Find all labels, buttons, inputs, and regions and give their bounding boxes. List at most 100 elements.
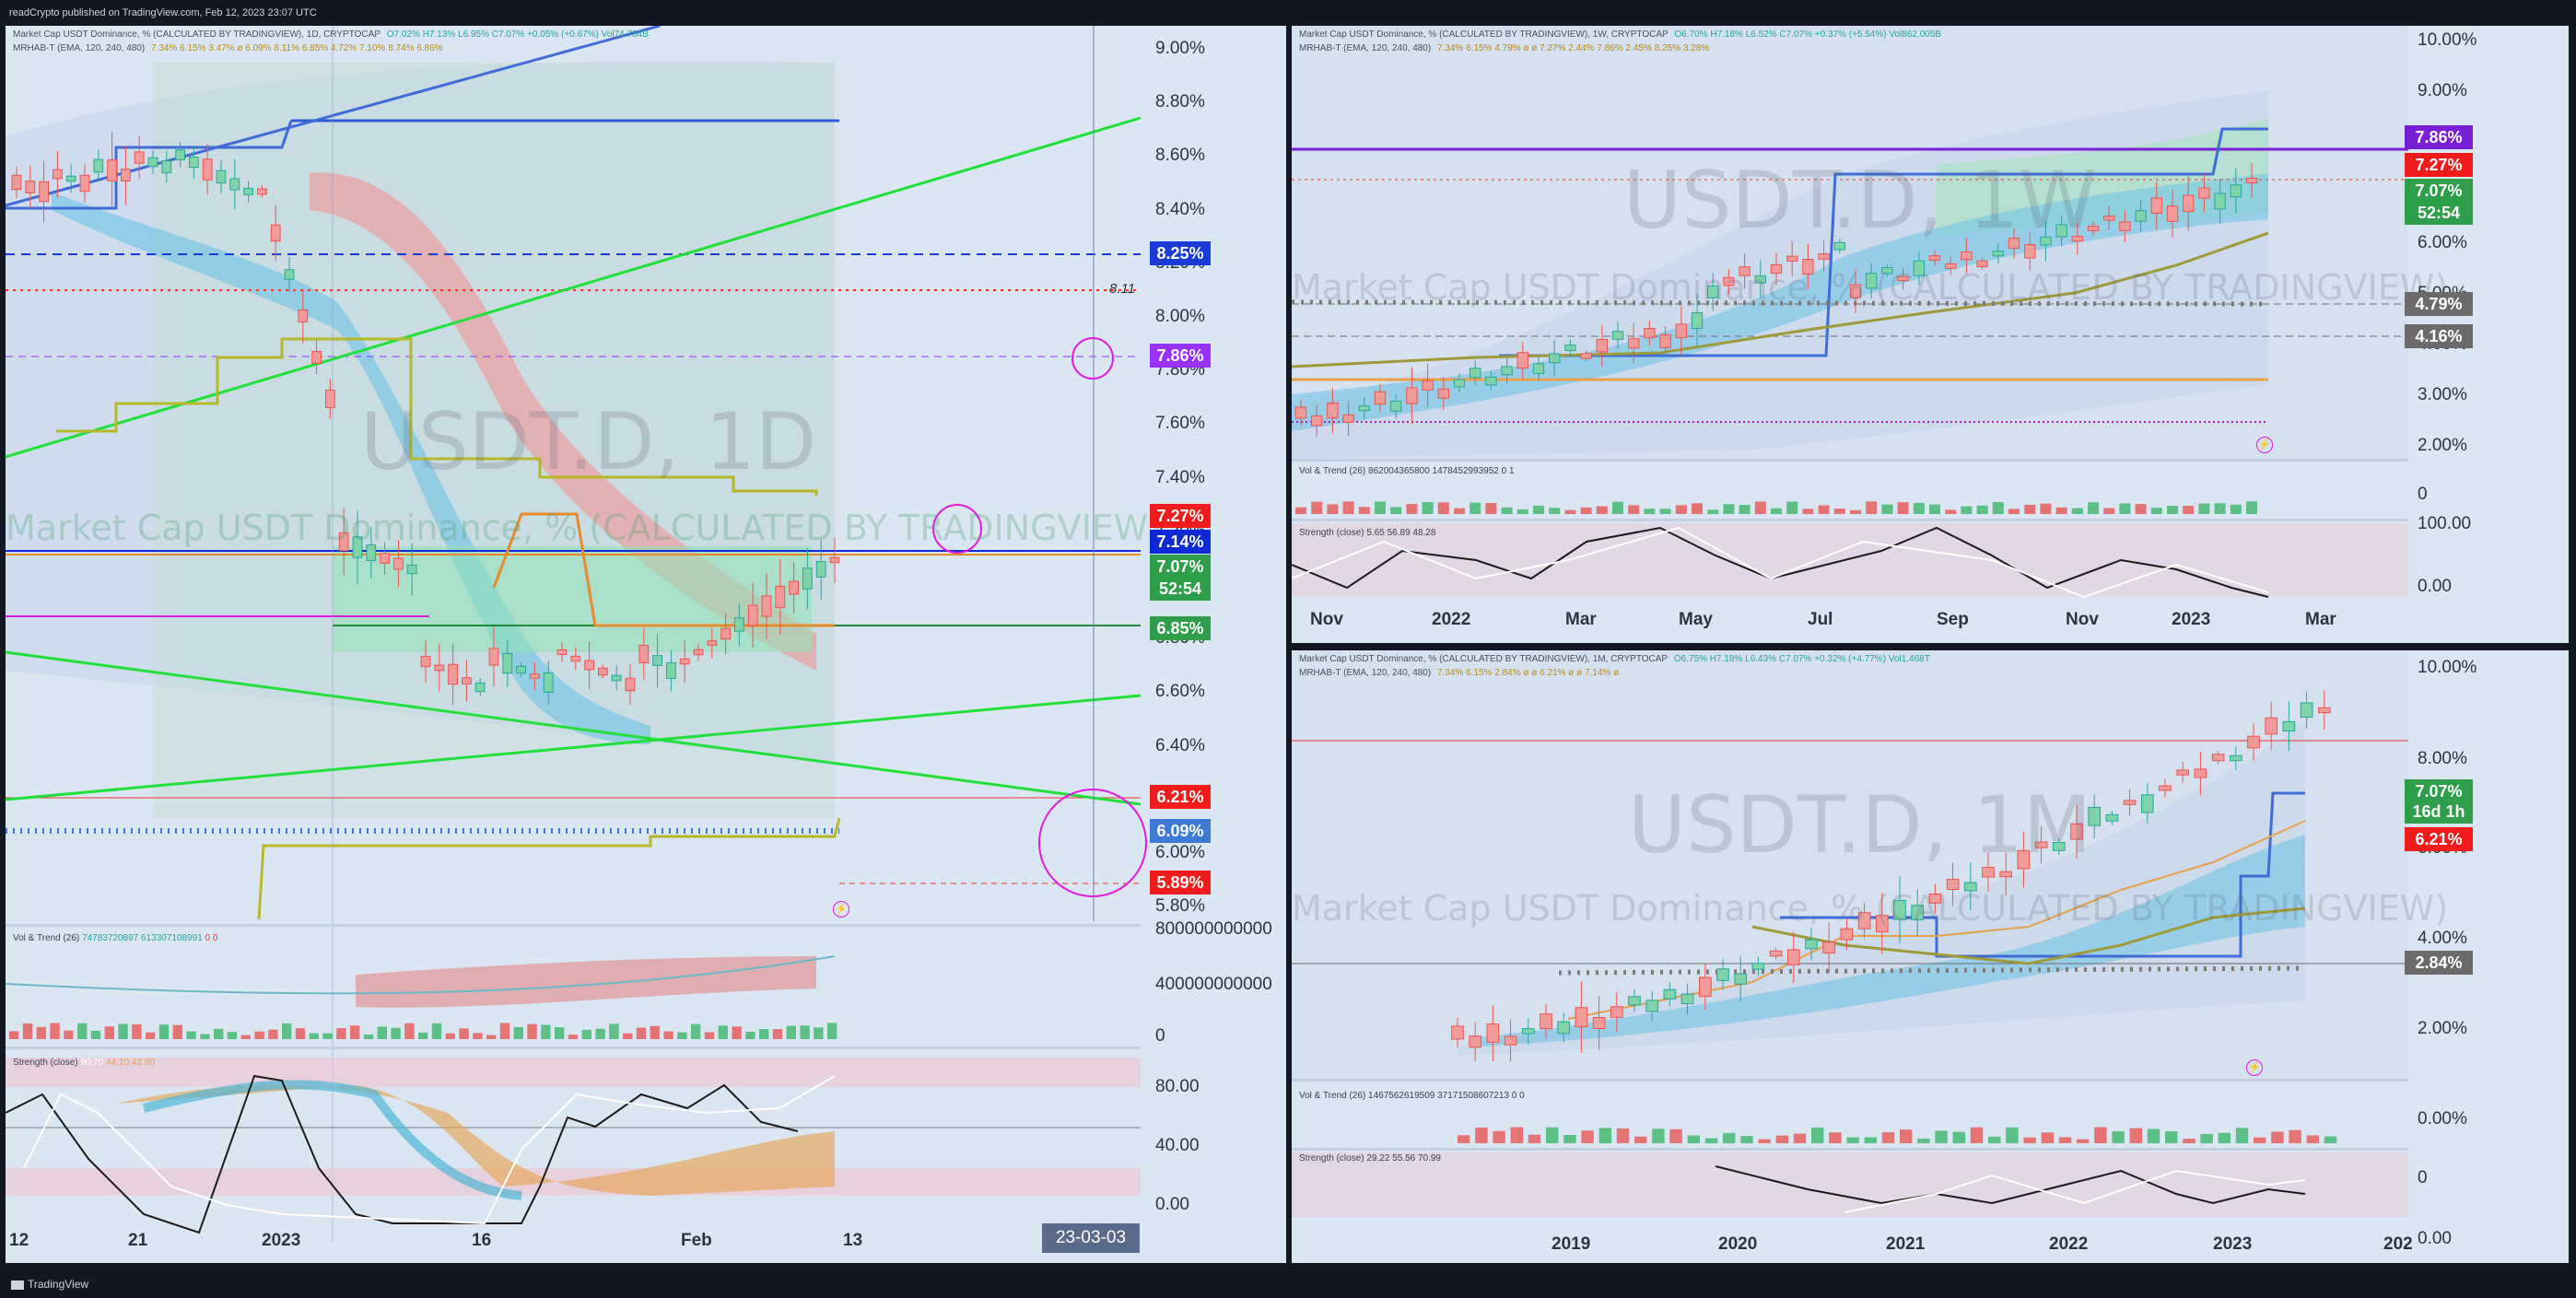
candle-body — [352, 536, 363, 558]
volume-bar — [2040, 503, 2052, 514]
legend-indicator[interactable]: MRHAB-T (EMA, 120, 240, 480) — [13, 43, 146, 53]
monthly-volume-bars — [1458, 1127, 2337, 1143]
candle-body — [1734, 973, 1748, 985]
price-axis-tick: 8.40% — [1155, 199, 1205, 219]
volume-bar — [1802, 509, 1814, 514]
price-axis-tick: 8.00% — [2418, 749, 2467, 768]
candle-body — [448, 663, 458, 685]
price-label: 7.14% — [1150, 530, 1211, 554]
monthly-chart-panel[interactable]: Market Cap USDT Dominance, % (CALCULATED… — [1292, 650, 2569, 1263]
candle-body — [625, 677, 636, 692]
candle-body — [2176, 769, 2190, 776]
candle-body — [257, 188, 267, 195]
price-axis-tick: 8.60% — [1155, 146, 1205, 166]
candle-body — [720, 627, 731, 640]
volume-bar — [2289, 1129, 2301, 1143]
candle-body — [1311, 415, 1323, 427]
price-axis-tick: 0.00 — [2418, 577, 2452, 596]
candle-body — [1469, 1035, 1482, 1048]
candle-body — [1422, 380, 1434, 392]
strength-legend: Strength (close) 29.22 55.56 70.99 — [1299, 1153, 1441, 1164]
volume-bar — [1581, 1130, 1594, 1143]
candle-body — [747, 604, 758, 626]
volume-bar — [1929, 504, 1941, 514]
volume-bar — [1900, 1129, 1913, 1143]
volume-bar — [1866, 501, 1878, 514]
candle-body — [802, 567, 813, 590]
candle-body — [2040, 236, 2052, 246]
volume-bar — [2135, 504, 2147, 514]
volume-axis-tick: 400000000000 — [1155, 975, 1272, 994]
volume-bar — [2006, 1127, 2019, 1143]
daily-chart-canvas[interactable] — [6, 26, 1286, 1263]
alert-icon[interactable]: ⚡ — [2246, 1059, 2263, 1076]
candle-body — [1485, 376, 1497, 386]
volume-bar — [2094, 1127, 2107, 1143]
symbol-watermark: USDT.D, 1W — [1623, 155, 2098, 247]
price-axis-tick: 6.00% — [1155, 843, 1205, 862]
weekly-chart-canvas[interactable] — [1292, 26, 2569, 643]
volume-bar — [2214, 503, 2226, 514]
alert-icon[interactable]: ⚡ — [833, 901, 849, 918]
volume-bar — [772, 1029, 783, 1039]
volume-bar — [555, 1027, 565, 1039]
daily-chart-panel[interactable]: Market Cap USDT Dominance, % (CALCULATED… — [6, 26, 1286, 1263]
candle-body — [1698, 976, 1712, 998]
volume-bar — [2023, 1137, 2036, 1143]
price-label: 7.07% — [2405, 779, 2473, 803]
volume-bar — [2218, 1132, 2231, 1143]
publish-header-text: readCrypto published on TradingView.com,… — [9, 7, 317, 18]
weekly-chart-panel[interactable]: Market Cap USDT Dominance, % (CALCULATED… — [1292, 26, 2569, 643]
volume-bar — [1945, 509, 1957, 514]
volume-bar — [1669, 1128, 1682, 1143]
price-label: 7.07% — [2405, 179, 2473, 203]
price-label: 7.86% — [1150, 344, 1211, 368]
volume-bar — [1564, 509, 1576, 514]
legend-indicator[interactable]: MRHAB-T (EMA, 120, 240, 480) — [1299, 668, 1432, 678]
candle-body — [1294, 406, 1307, 419]
alert-icon[interactable]: ⚡ — [2256, 437, 2273, 453]
volume-bar — [1510, 1127, 1524, 1143]
volume-bar — [104, 1026, 114, 1039]
volume-bar — [1864, 1137, 1878, 1143]
volume-bar — [1485, 502, 1497, 514]
legend-indicator[interactable]: MRHAB-T (EMA, 120, 240, 480) — [1299, 43, 1432, 53]
price-label: 8.25% — [1150, 241, 1211, 265]
volume-bar — [2147, 1128, 2160, 1143]
volume-bar — [2324, 1136, 2337, 1143]
volume-bar — [431, 1023, 442, 1039]
candle-body — [1723, 276, 1735, 286]
candle-body — [2166, 205, 2179, 222]
volume-bar — [1758, 1139, 1771, 1143]
price-axis-tick: 10.00% — [2418, 658, 2477, 677]
volume-bar — [2246, 501, 2258, 514]
candle-body — [393, 557, 404, 570]
candle-body — [775, 585, 786, 609]
volume-bar — [1311, 501, 1323, 514]
volume-bar — [268, 1029, 278, 1039]
candle-body — [1342, 414, 1354, 423]
volume-bar — [350, 1025, 360, 1039]
volume-bar — [363, 1035, 374, 1039]
volume-bar — [2112, 1131, 2125, 1143]
monthly-chart-canvas[interactable] — [1292, 650, 2569, 1263]
volume-legend-v1: 74783720897 — [82, 933, 139, 943]
volume-bar — [1793, 1133, 1807, 1143]
volume-bar — [1295, 507, 1307, 514]
candle-body — [2071, 236, 2083, 242]
volume-bar — [295, 1028, 306, 1039]
price-label: 52:54 — [1150, 577, 1211, 601]
time-axis-tick: 2022 — [1432, 610, 1471, 629]
time-axis-tick: 2019 — [1551, 1234, 1591, 1254]
footer-logo-text[interactable]: TradingView — [28, 1278, 89, 1291]
candle-body — [2070, 823, 2083, 840]
candle-body — [1893, 899, 1906, 920]
tradingview-logo-icon[interactable] — [11, 1280, 24, 1290]
name-watermark: Market Cap USDT Dominance, % (CALCULATED… — [6, 508, 1163, 548]
volume-bar — [1846, 1137, 1859, 1143]
candle-body — [1611, 331, 1624, 340]
candle-body — [1751, 963, 1765, 970]
time-axis-tick: 2022 — [2049, 1234, 2089, 1254]
candle-body — [2247, 735, 2260, 749]
legend-ohlc: O6.75% H7.18% L6.43% C7.07% +0.32% (+4.7… — [1673, 654, 1930, 664]
